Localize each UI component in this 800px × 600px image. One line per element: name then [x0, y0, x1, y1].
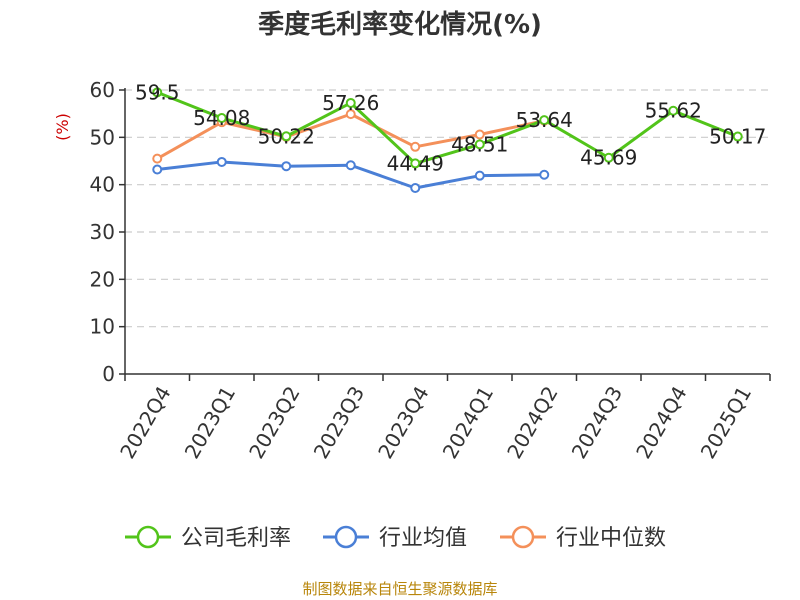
data-point — [539, 115, 550, 126]
data-point — [603, 152, 614, 163]
data-label: 53.64 — [516, 108, 573, 132]
legend: 公司毛利率 行业均值 行业中位数 — [125, 525, 666, 551]
data-point — [410, 182, 421, 193]
data-point — [410, 158, 421, 169]
legend-label: 行业中位数 — [556, 526, 666, 551]
legend-swatch-marker — [511, 525, 535, 549]
data-point — [474, 170, 485, 181]
chart-title: 季度毛利率变化情况(%) — [258, 9, 542, 40]
data-label: 45.69 — [580, 146, 637, 170]
legend-label: 行业均值 — [379, 526, 467, 551]
data-point — [281, 161, 292, 172]
x-tick-label: 2025Q1 — [696, 382, 756, 463]
x-tick-label: 2024Q4 — [631, 382, 691, 463]
y-tick-label: 50 — [90, 125, 115, 149]
y-tick-label: 10 — [90, 315, 115, 339]
y-axis-label: (%) — [53, 113, 72, 141]
data-point — [152, 153, 163, 164]
y-tick-label: 20 — [90, 267, 115, 291]
data-point — [345, 109, 356, 120]
data-point — [281, 131, 292, 142]
data-point — [216, 156, 227, 167]
y-tick-label: 40 — [90, 173, 115, 197]
data-point — [216, 113, 227, 124]
x-tick-label: 2023Q2 — [244, 382, 304, 463]
data-label: 55.62 — [645, 99, 702, 123]
data-label: 48.51 — [451, 132, 508, 156]
x-tick-label: 2024Q3 — [567, 382, 627, 463]
y-tick-label: 30 — [90, 220, 115, 244]
series-lines — [152, 87, 743, 193]
legend-swatch-marker — [334, 525, 358, 549]
data-label: 50.22 — [258, 124, 315, 148]
y-tick-label: 0 — [102, 362, 115, 386]
data-point — [345, 160, 356, 171]
legend-label: 公司毛利率 — [181, 526, 291, 551]
data-point — [474, 139, 485, 150]
data-point — [539, 169, 550, 180]
data-label: 59.5 — [135, 80, 180, 104]
x-tick-label: 2023Q4 — [373, 382, 433, 463]
data-label: 57.26 — [322, 91, 379, 115]
data-label: 44.49 — [387, 151, 444, 175]
x-tick-label: 2024Q2 — [502, 382, 562, 463]
data-point — [152, 87, 163, 98]
data-point — [410, 141, 421, 152]
data-point — [152, 164, 163, 175]
data-point — [474, 129, 485, 140]
source-note: 制图数据来自恒生聚源数据库 — [302, 580, 497, 598]
x-tick-label: 2024Q1 — [438, 382, 498, 463]
data-point — [345, 97, 356, 108]
y-tick-label: 60 — [90, 78, 115, 102]
data-labels: 59.5 54.08 50.22 57.26 44.49 48.51 53.64 45.69 5… — [135, 80, 766, 175]
x-tick-label: 2023Q3 — [309, 382, 369, 463]
x-tick-label: 2023Q1 — [180, 382, 240, 463]
series-line — [156, 90, 739, 165]
data-label: 54.08 — [193, 106, 250, 130]
data-label: 50.17 — [709, 125, 766, 149]
data-point — [668, 105, 679, 116]
legend-swatch-marker — [136, 525, 160, 549]
data-point — [732, 131, 743, 142]
x-tick-label: 2022Q4 — [115, 382, 175, 463]
